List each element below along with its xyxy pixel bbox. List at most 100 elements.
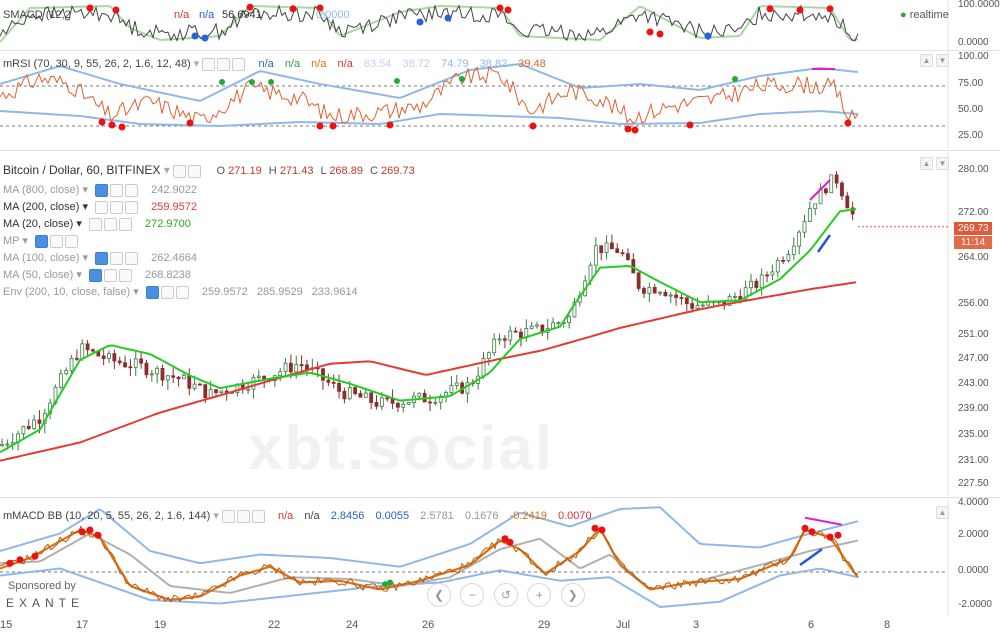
close-icon[interactable]	[175, 285, 189, 299]
legend-mp-name: MP	[3, 235, 20, 247]
pane-up-icon[interactable]: ▲	[920, 157, 933, 170]
candle-body	[759, 274, 764, 288]
candle-body	[684, 297, 689, 305]
pane-up-icon[interactable]: ▲	[920, 54, 933, 67]
settings-icon[interactable]	[160, 285, 174, 299]
candle-body	[155, 367, 160, 375]
candle-body	[770, 271, 775, 276]
candle-body	[690, 303, 695, 309]
settings-icon[interactable]	[110, 251, 124, 265]
settings-icon[interactable]	[49, 234, 63, 248]
settings-icon[interactable]	[103, 268, 117, 282]
mmacd-title: mMACD BB (10, 20, 5, 55, 26, 2, 1.6, 144…	[3, 509, 592, 523]
chevron-down-icon[interactable]: ▾	[193, 58, 200, 70]
candle-body	[353, 387, 358, 394]
chart-title: Bitcoin / Dollar, 60, BITFINEX	[3, 163, 161, 177]
zoom-out-icon[interactable]: −	[460, 583, 485, 607]
close-label: C	[370, 165, 378, 177]
legend-ma100[interactable]: MA (100, close) ▾ 262.4664	[3, 251, 198, 265]
legend-ma200-name: MA (200, close)	[3, 201, 80, 213]
close-icon[interactable]	[125, 251, 139, 265]
x-tick-label: 19	[154, 619, 167, 631]
eye-icon[interactable]	[221, 509, 235, 523]
settings-icon[interactable]	[173, 164, 187, 178]
close-icon[interactable]	[232, 57, 246, 71]
legend-env[interactable]: Env (200, 10, close, false) ▾ 259.9572 2…	[3, 285, 358, 299]
mrsi-tick-25: 25.00	[958, 130, 984, 141]
chevron-down-icon[interactable]: ▾	[213, 510, 219, 522]
mmacd-tick-0: 0.0000	[958, 565, 989, 576]
zoom-in-icon[interactable]: +	[527, 583, 552, 607]
settings-icon[interactable]	[103, 217, 117, 231]
scroll-right-icon[interactable]: ❯	[560, 583, 585, 607]
eye-icon[interactable]	[202, 57, 216, 71]
mrsi-tick-75: 75.00	[958, 78, 984, 89]
eye-icon[interactable]	[88, 268, 102, 282]
eye-icon[interactable]	[88, 217, 102, 231]
close-icon[interactable]	[125, 183, 139, 197]
candle-body	[519, 331, 523, 338]
candle-body	[824, 188, 828, 194]
close-icon[interactable]	[118, 217, 132, 231]
rsi-signal-dot-red	[686, 121, 694, 129]
legend-env-value1: 259.9572	[201, 286, 248, 298]
rsi-signal-dot-red	[529, 122, 537, 130]
open-value: 271.19	[228, 165, 262, 177]
reset-icon[interactable]: ↺	[493, 583, 518, 607]
macd-dot-red	[826, 533, 834, 541]
macd-divergence-blue	[799, 548, 823, 567]
legend-mp[interactable]: MP ▾	[3, 234, 80, 248]
candle-body	[149, 373, 154, 376]
close-icon[interactable]	[125, 200, 139, 214]
close-icon[interactable]	[251, 509, 265, 523]
eye-icon[interactable]	[95, 200, 109, 214]
legend-ma200[interactable]: MA (200, close) ▾ 259.9572	[3, 200, 198, 214]
smacd-na1: n/a	[174, 9, 190, 21]
x-tick-label: 15	[0, 619, 13, 631]
smacd-dot-red	[656, 30, 664, 38]
candle-body	[658, 291, 662, 294]
settings-icon[interactable]	[217, 57, 231, 71]
candle-body	[107, 353, 111, 360]
mrsi-plot	[0, 51, 949, 149]
x-tick-label: 17	[76, 619, 89, 631]
chevron-down-icon[interactable]: ▾	[163, 163, 170, 177]
low-value: 268.89	[329, 165, 363, 177]
legend-ma800[interactable]: MA (800, close) ▾ 242.9022	[3, 183, 198, 197]
countdown-label: 11:14	[954, 236, 992, 249]
close-icon[interactable]	[64, 234, 78, 248]
x-tick-label: 22	[268, 619, 281, 631]
eye-icon[interactable]	[34, 234, 48, 248]
sponsor-brand[interactable]: EXANTE	[6, 596, 85, 610]
pane-down-icon[interactable]: ▼	[936, 54, 949, 67]
close-icon[interactable]	[118, 268, 132, 282]
mrsi-pane: mRSI (70, 30, 9, 55, 26, 2, 1.6, 12, 48)…	[0, 51, 1000, 149]
candle-body	[765, 274, 769, 277]
settings-icon[interactable]	[110, 183, 124, 197]
legend-ma20[interactable]: MA (20, close) ▾ 272.9700	[3, 217, 191, 231]
close-icon[interactable]	[188, 164, 202, 178]
rsi-signal-dot-green	[732, 76, 738, 82]
scroll-left-icon[interactable]: ❮	[427, 583, 451, 607]
settings-icon[interactable]	[110, 200, 124, 214]
mrsi-value1: 83.54	[363, 58, 392, 70]
pane-down-icon[interactable]: ▼	[936, 157, 949, 170]
settings-icon[interactable]	[236, 509, 250, 523]
candle-body	[497, 338, 502, 341]
candle-body	[208, 389, 213, 399]
rsi-signal-dot-green	[249, 79, 255, 85]
candle-body	[139, 358, 144, 364]
smacd-dot-blue	[191, 32, 199, 40]
macd-dot-red	[591, 524, 599, 532]
eye-icon[interactable]	[145, 285, 159, 299]
price-tick-label: 251.00	[958, 329, 989, 340]
legend-ma50[interactable]: MA (50, close) ▾ 268.8238	[3, 268, 191, 282]
pane-up-icon[interactable]: ▲	[936, 506, 949, 519]
smacd-dot-blue	[444, 14, 452, 22]
candle-body	[21, 425, 26, 435]
smacd-dot-red	[766, 5, 774, 13]
macd-dot-red	[31, 552, 39, 560]
eye-icon[interactable]	[95, 251, 109, 265]
eye-icon[interactable]	[95, 183, 109, 197]
divider	[0, 50, 1000, 51]
